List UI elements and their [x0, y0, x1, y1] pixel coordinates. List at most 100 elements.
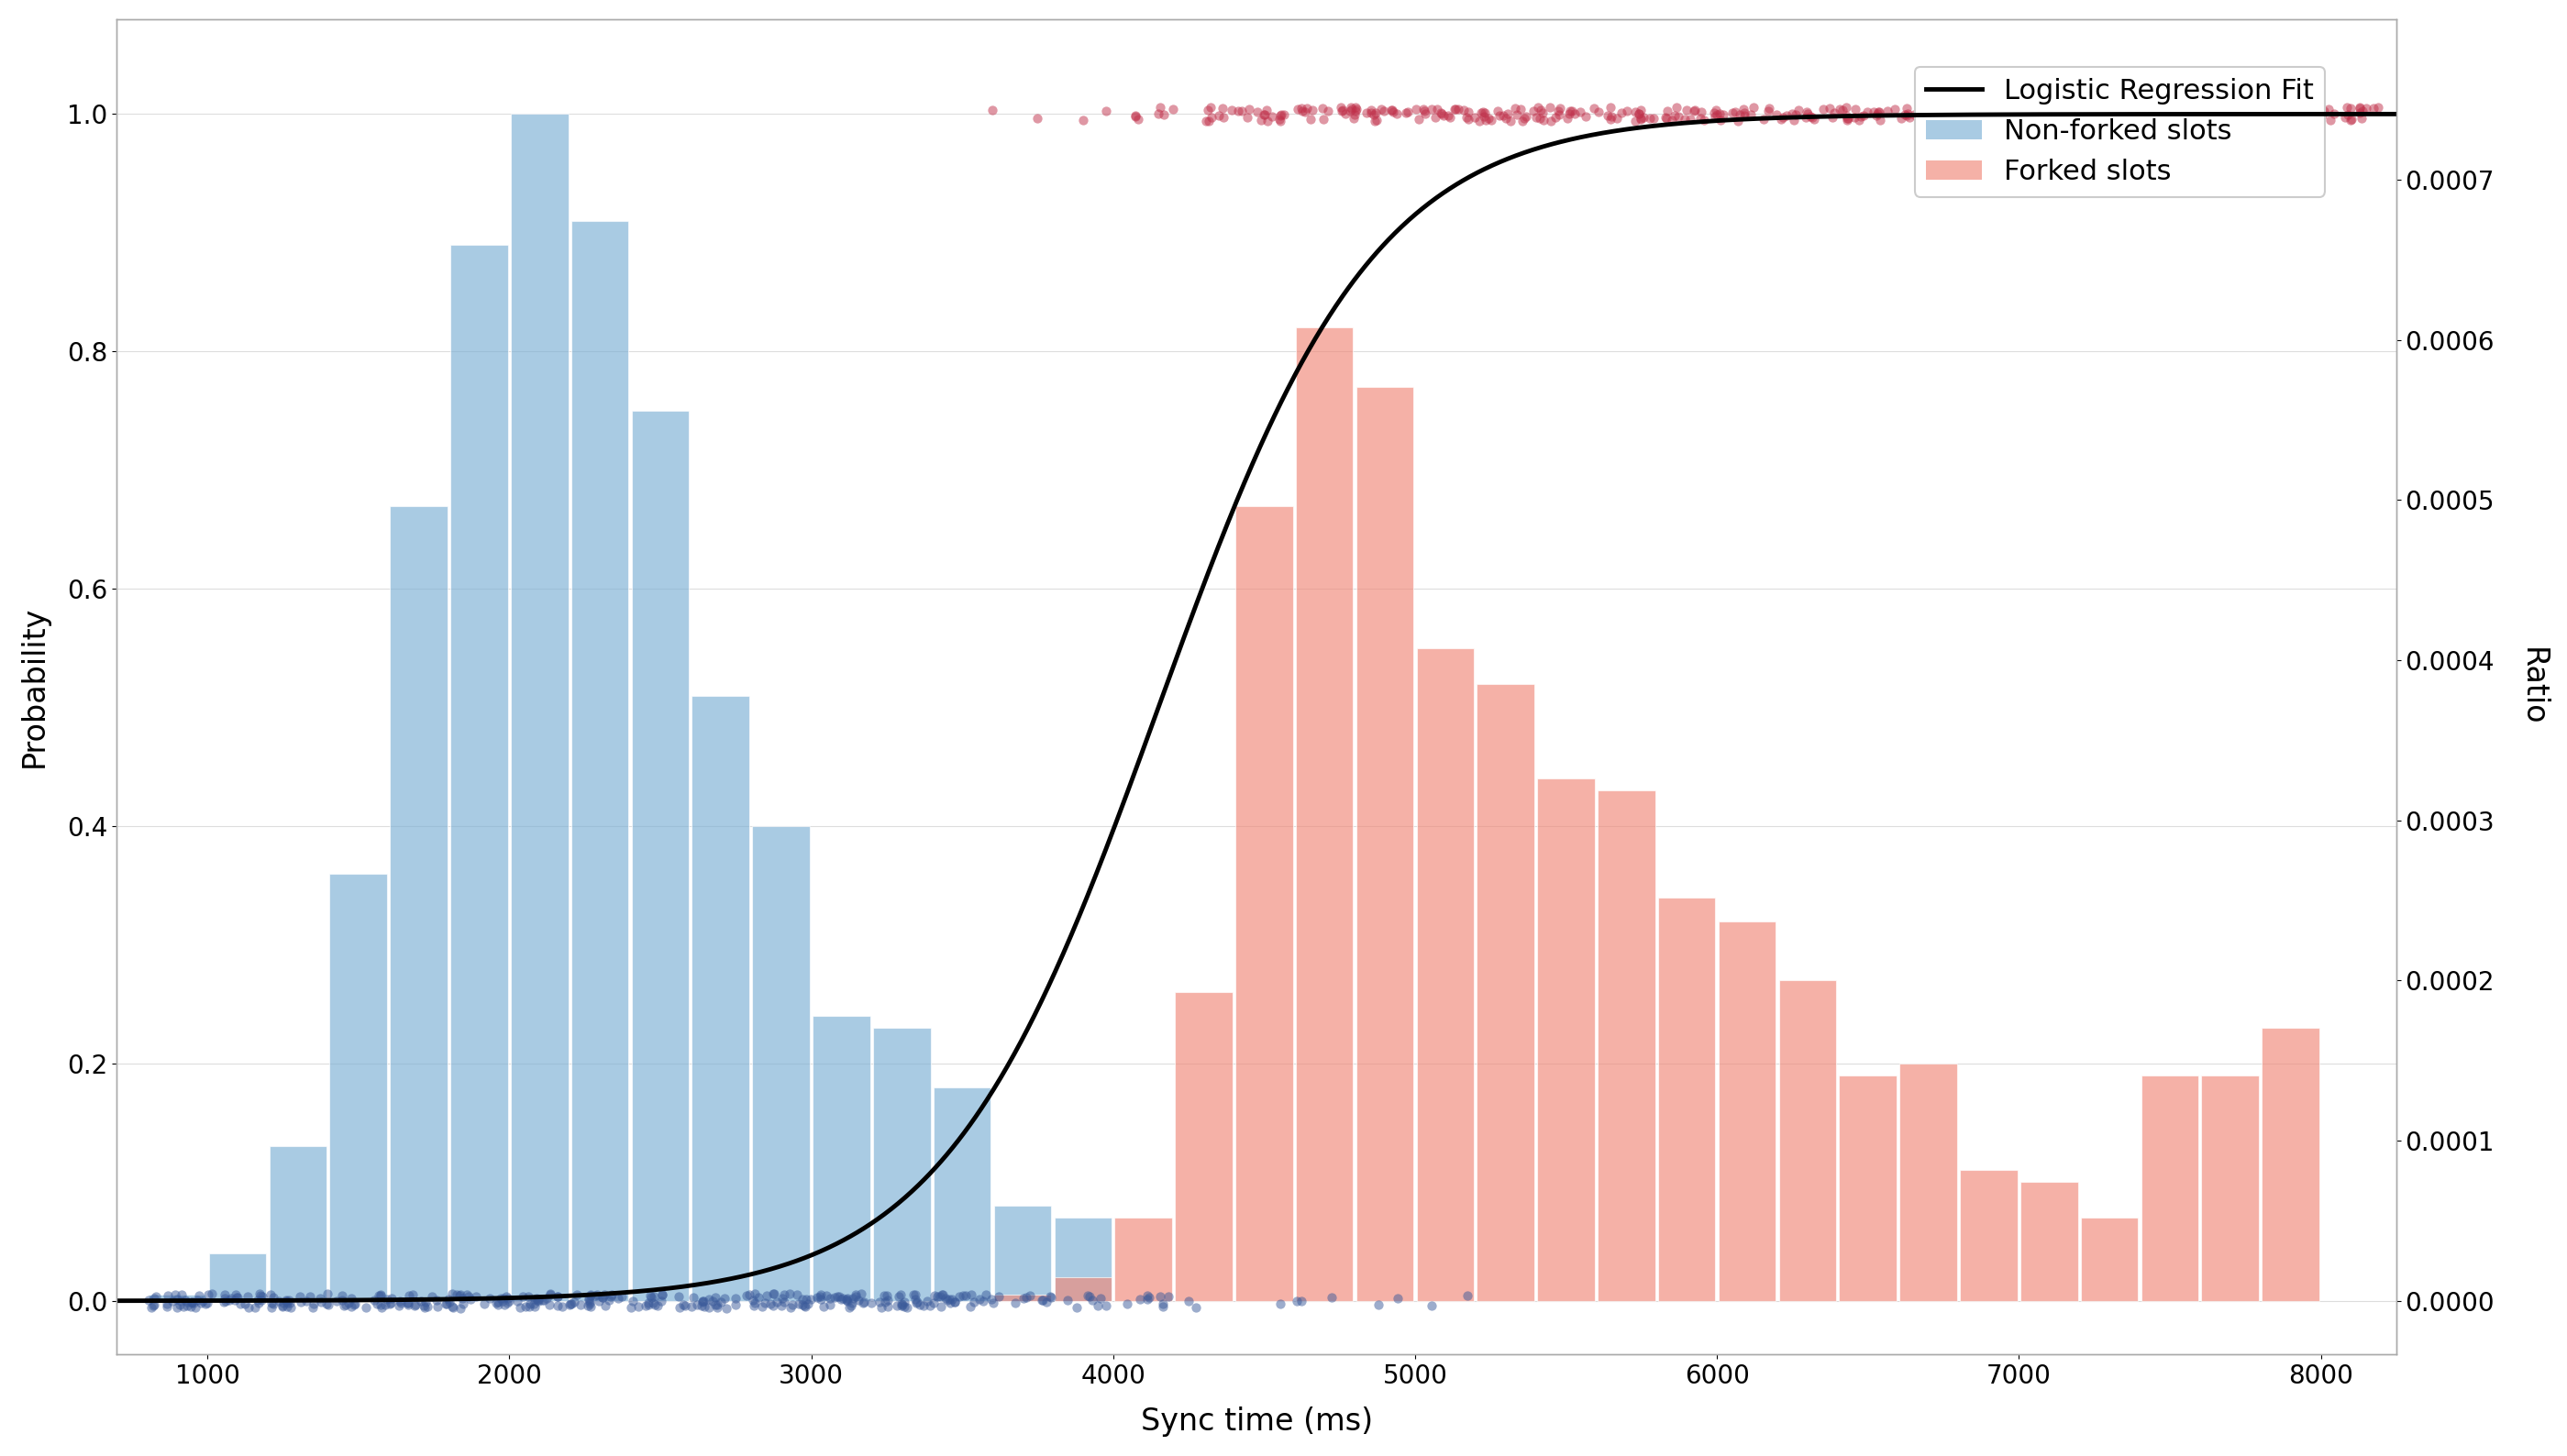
Point: [1140, 96, 1181, 119]
Point: [1396, 98, 1438, 121]
Point: [993, 1291, 1035, 1315]
Point: [827, 1289, 868, 1312]
Point: [1761, 108, 1802, 131]
Point: [590, 1284, 631, 1307]
Point: [1861, 109, 1902, 132]
Point: [1645, 106, 1687, 130]
Point: [1589, 96, 1630, 119]
Point: [924, 1286, 965, 1309]
Point: [809, 1287, 850, 1310]
Point: [1248, 109, 1289, 132]
Point: [205, 1287, 246, 1310]
Point: [480, 1287, 521, 1310]
Bar: [149, 1294, 205, 1300]
Point: [1645, 99, 1687, 122]
Point: [942, 1284, 983, 1307]
Point: [1361, 98, 1402, 121]
Point: [1961, 96, 2002, 119]
Point: [642, 1283, 683, 1306]
Point: [485, 1286, 526, 1309]
Point: [2182, 108, 2223, 131]
Point: [1910, 108, 1951, 131]
Point: [1355, 100, 1396, 124]
Point: [431, 1283, 472, 1306]
Point: [1748, 99, 1789, 122]
Point: [216, 1283, 257, 1306]
Point: [483, 1293, 524, 1316]
Point: [1412, 1294, 1453, 1318]
Point: [2213, 96, 2254, 119]
Point: [1615, 109, 1656, 132]
Point: [1029, 1286, 1070, 1309]
Point: [819, 1284, 860, 1307]
Point: [1027, 1290, 1068, 1313]
Point: [477, 1290, 519, 1313]
Point: [154, 1283, 195, 1306]
Point: [1458, 109, 1499, 132]
Point: [239, 1291, 280, 1315]
Point: [1620, 108, 1661, 131]
Point: [262, 1294, 303, 1318]
Point: [2339, 100, 2380, 124]
Point: [770, 1283, 811, 1306]
Point: [334, 1291, 375, 1315]
Point: [1455, 105, 1497, 128]
Point: [2341, 99, 2382, 122]
Point: [157, 1296, 198, 1319]
Point: [2115, 98, 2156, 121]
Point: [657, 1284, 698, 1307]
Point: [675, 1293, 716, 1316]
Point: [146, 1293, 187, 1316]
Point: [167, 1290, 208, 1313]
Point: [2025, 102, 2066, 125]
Point: [1669, 108, 1710, 131]
Point: [734, 1291, 775, 1315]
Point: [567, 1287, 608, 1310]
Point: [970, 1287, 1011, 1310]
Point: [1497, 103, 1538, 127]
Point: [1866, 99, 1907, 122]
Point: [706, 1296, 747, 1319]
Point: [1386, 100, 1427, 124]
Point: [670, 1296, 711, 1319]
Point: [1006, 1286, 1047, 1309]
Point: [1787, 102, 1828, 125]
Point: [883, 1291, 924, 1315]
Point: [2236, 98, 2277, 121]
Point: [270, 1291, 311, 1315]
Point: [1820, 98, 1861, 121]
Point: [639, 1290, 680, 1313]
Point: [1679, 106, 1720, 130]
Point: [249, 1283, 290, 1306]
Point: [529, 1293, 570, 1316]
Point: [1222, 99, 1263, 122]
Point: [362, 1296, 403, 1319]
Point: [732, 1289, 773, 1312]
Point: [829, 1296, 870, 1319]
Bar: [1055, 1277, 1112, 1300]
Point: [372, 1287, 413, 1310]
Point: [693, 1290, 734, 1313]
Point: [2131, 109, 2172, 132]
Point: [1260, 109, 1301, 132]
Point: [159, 1290, 200, 1313]
Point: [280, 1284, 321, 1307]
Point: [1522, 102, 1563, 125]
Point: [1494, 96, 1535, 119]
Point: [226, 1284, 267, 1307]
Point: [359, 1284, 400, 1307]
Point: [1086, 99, 1127, 122]
Point: [1894, 103, 1936, 127]
Point: [2303, 105, 2344, 128]
Point: [133, 1293, 175, 1316]
Point: [354, 1289, 395, 1312]
Point: [683, 1294, 724, 1318]
Point: [131, 1296, 172, 1319]
Point: [2023, 102, 2064, 125]
Bar: [511, 114, 567, 1300]
Point: [488, 1289, 529, 1312]
Point: [1009, 1284, 1050, 1307]
Point: [180, 1284, 221, 1307]
Point: [1307, 99, 1348, 122]
Point: [950, 1283, 991, 1306]
